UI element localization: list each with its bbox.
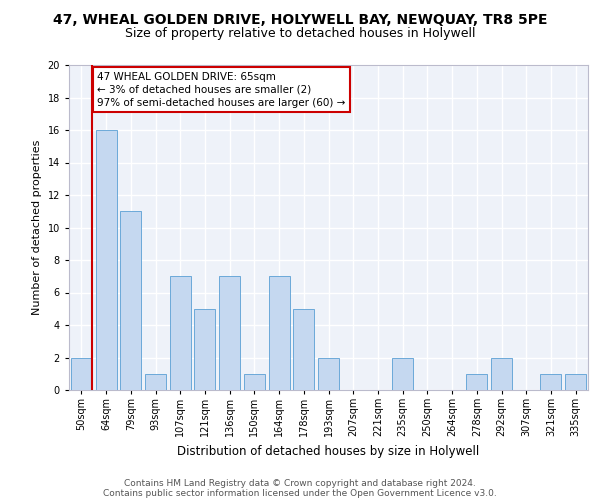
Bar [541,374,562,390]
Bar [491,358,512,390]
Bar [145,374,166,390]
Bar [318,358,339,390]
Y-axis label: Number of detached properties: Number of detached properties [32,140,42,315]
Bar [71,358,92,390]
Text: Size of property relative to detached houses in Holywell: Size of property relative to detached ho… [125,28,475,40]
Bar [219,276,240,390]
Text: Contains public sector information licensed under the Open Government Licence v3: Contains public sector information licen… [103,488,497,498]
Bar [170,276,191,390]
Text: Contains HM Land Registry data © Crown copyright and database right 2024.: Contains HM Land Registry data © Crown c… [124,478,476,488]
Text: 47 WHEAL GOLDEN DRIVE: 65sqm
← 3% of detached houses are smaller (2)
97% of semi: 47 WHEAL GOLDEN DRIVE: 65sqm ← 3% of det… [97,72,346,108]
Bar [95,130,116,390]
X-axis label: Distribution of detached houses by size in Holywell: Distribution of detached houses by size … [178,444,479,458]
Bar [244,374,265,390]
Bar [293,308,314,390]
Bar [194,308,215,390]
Bar [120,211,141,390]
Bar [466,374,487,390]
Bar [565,374,586,390]
Bar [392,358,413,390]
Bar [269,276,290,390]
Text: 47, WHEAL GOLDEN DRIVE, HOLYWELL BAY, NEWQUAY, TR8 5PE: 47, WHEAL GOLDEN DRIVE, HOLYWELL BAY, NE… [53,12,547,26]
